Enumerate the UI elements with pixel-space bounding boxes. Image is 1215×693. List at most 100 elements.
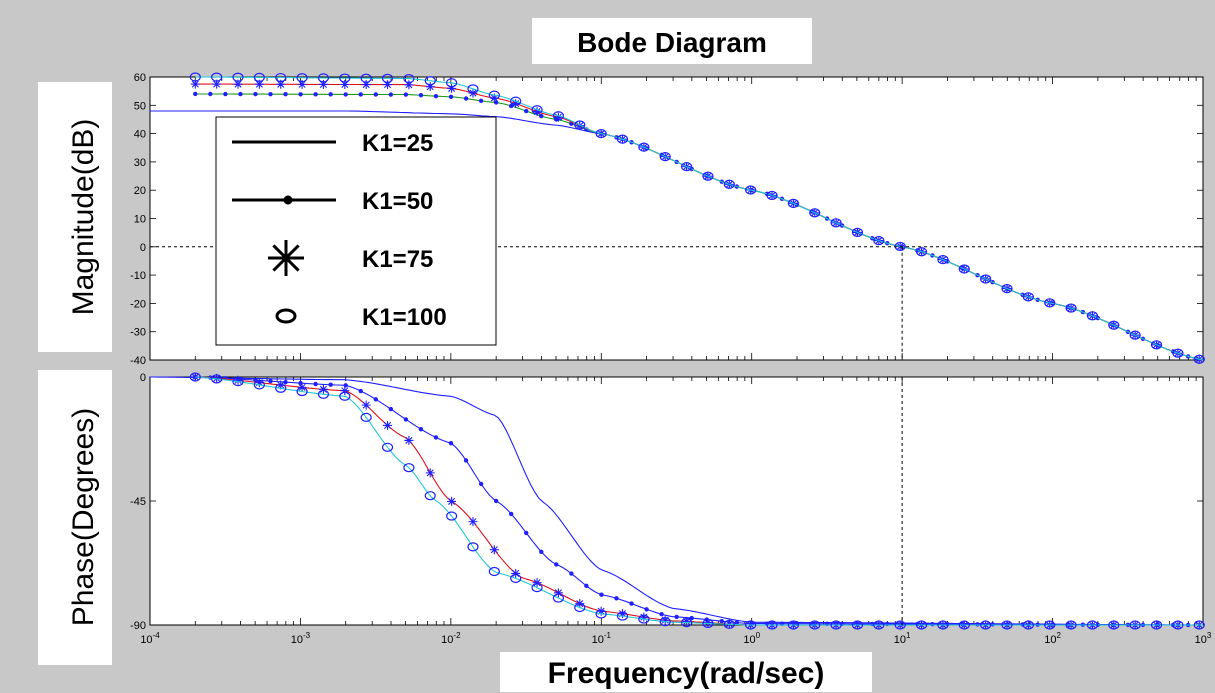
series-marker-K1=75 bbox=[703, 618, 713, 628]
series-marker-K1=75 bbox=[318, 384, 328, 394]
chart-title: Bode Diagram bbox=[577, 27, 767, 58]
x-tick-exponent: 1 bbox=[906, 631, 911, 640]
y-tick-label: -10 bbox=[130, 270, 146, 282]
series-marker-K1=50 bbox=[539, 113, 544, 119]
series-marker-K1=75 bbox=[639, 612, 649, 622]
series-marker-K1=100 bbox=[360, 412, 372, 422]
series-marker-K1=50 bbox=[975, 622, 980, 627]
series-marker-K1=100 bbox=[638, 614, 650, 624]
legend-marker-K1=75 bbox=[268, 240, 304, 276]
series-marker-K1=100 bbox=[253, 72, 265, 82]
x-tick-label: 10-2 bbox=[441, 631, 461, 646]
series-marker-K1=50 bbox=[433, 93, 439, 99]
series-marker-K1=75 bbox=[682, 616, 692, 626]
series-marker-K1=100 bbox=[1065, 620, 1077, 630]
series-marker-K1=100 bbox=[296, 73, 308, 83]
series-marker-K1=50 bbox=[268, 91, 273, 97]
series-marker-K1=100 bbox=[745, 185, 757, 195]
series-marker-K1=100 bbox=[723, 619, 735, 629]
series-marker-K1=100 bbox=[1086, 311, 1099, 321]
y-tick-label: 20 bbox=[134, 185, 146, 197]
series-marker-K1=100 bbox=[1086, 620, 1099, 630]
series-marker-K1=100 bbox=[446, 78, 458, 88]
series-marker-K1=75 bbox=[340, 386, 350, 396]
series-marker-K1=100 bbox=[339, 391, 351, 401]
series-marker-K1=100 bbox=[851, 227, 864, 237]
series-marker-K1=100 bbox=[552, 593, 565, 603]
series-marker-K1=50 bbox=[689, 615, 694, 621]
series-marker-K1=50 bbox=[930, 621, 935, 627]
series-marker-K1=100 bbox=[488, 90, 500, 100]
series-marker-K1=100 bbox=[915, 620, 928, 630]
series-marker-K1=100 bbox=[1172, 348, 1184, 358]
series-marker-K1=100 bbox=[574, 602, 586, 613]
series-marker-K1=50 bbox=[373, 397, 378, 402]
x-tick-label: 10-1 bbox=[592, 631, 612, 646]
phase-ylabel-box bbox=[38, 370, 112, 665]
series-marker-K1=50 bbox=[644, 607, 649, 612]
series-marker-K1=75 bbox=[618, 609, 628, 619]
series-marker-K1=100 bbox=[1108, 320, 1120, 330]
series-marker-K1=100 bbox=[980, 274, 992, 284]
series-marker-K1=75 bbox=[297, 79, 307, 89]
x-tick-label: 10-4 bbox=[140, 631, 160, 646]
series-marker-K1=75 bbox=[276, 79, 286, 89]
series-marker-K1=100 bbox=[510, 573, 522, 583]
y-tick-label: 30 bbox=[134, 157, 146, 169]
series-marker-K1=100 bbox=[189, 72, 201, 82]
series-marker-K1=75 bbox=[361, 400, 371, 410]
series-marker-K1=100 bbox=[980, 620, 992, 630]
series-marker-K1=100 bbox=[659, 152, 671, 162]
series-marker-K1=50 bbox=[298, 92, 303, 97]
y-tick-label: 10 bbox=[134, 214, 146, 226]
series-marker-K1=50 bbox=[283, 92, 288, 97]
series-marker-K1=100 bbox=[211, 72, 223, 82]
series-marker-K1=75 bbox=[596, 606, 606, 616]
legend-marker-K1=100 bbox=[275, 308, 297, 324]
series-marker-K1=50 bbox=[403, 417, 409, 422]
series-marker-K1=50 bbox=[208, 91, 213, 97]
series-marker-K1=100 bbox=[787, 620, 799, 630]
series-marker-K1=50 bbox=[253, 91, 258, 97]
series-marker-K1=50 bbox=[584, 583, 589, 589]
series-marker-K1=75 bbox=[425, 468, 435, 478]
legend: K1=25 K1=50 K1=75 K1=100 bbox=[215, 116, 497, 346]
y-tick-label: -90 bbox=[130, 620, 146, 632]
series-marker-K1=100 bbox=[616, 611, 629, 621]
x-tick-exponent: 2 bbox=[1056, 631, 1061, 640]
series-marker-K1=50 bbox=[524, 530, 529, 536]
series-marker-K1=100 bbox=[595, 128, 607, 139]
series-marker-K1=75 bbox=[254, 79, 264, 89]
y-tick-label: 60 bbox=[134, 72, 146, 84]
series-marker-K1=50 bbox=[283, 379, 288, 385]
series-marker-K1=100 bbox=[381, 73, 394, 83]
series-marker-K1=100 bbox=[1001, 284, 1013, 294]
series-marker-K1=100 bbox=[680, 162, 693, 172]
series-marker-K1=50 bbox=[508, 103, 514, 109]
series-marker-K1=50 bbox=[478, 98, 484, 104]
series-marker-K1=100 bbox=[894, 620, 906, 630]
x-tick-exponent: 0 bbox=[756, 631, 761, 640]
series-marker-K1=75 bbox=[468, 517, 478, 527]
series-marker-K1=100 bbox=[638, 142, 650, 152]
series-marker-K1=50 bbox=[403, 92, 409, 97]
series-marker-K1=75 bbox=[553, 588, 563, 598]
series-marker-K1=75 bbox=[190, 79, 200, 89]
legend-label-K1=75: K1=75 bbox=[362, 246, 433, 273]
series-marker-K1=100 bbox=[1065, 303, 1077, 313]
series-marker-K1=100 bbox=[1108, 620, 1120, 630]
x-tick-exponent: 3 bbox=[1207, 631, 1212, 640]
series-marker-K1=100 bbox=[488, 566, 500, 577]
series-marker-K1=100 bbox=[1129, 330, 1141, 340]
series-marker-K1=50 bbox=[343, 92, 348, 97]
series-marker-K1=100 bbox=[702, 618, 714, 629]
series-marker-K1=50 bbox=[358, 92, 363, 97]
series-marker-K1=100 bbox=[424, 491, 436, 501]
series-marker-K1=100 bbox=[830, 218, 842, 228]
series-marker-K1=50 bbox=[388, 406, 394, 412]
series-marker-K1=100 bbox=[766, 620, 778, 630]
series-marker-K1=50 bbox=[343, 383, 348, 388]
series-marker-K1=100 bbox=[531, 105, 543, 115]
series-marker-K1=100 bbox=[360, 73, 372, 83]
series-marker-K1=50 bbox=[478, 481, 484, 487]
